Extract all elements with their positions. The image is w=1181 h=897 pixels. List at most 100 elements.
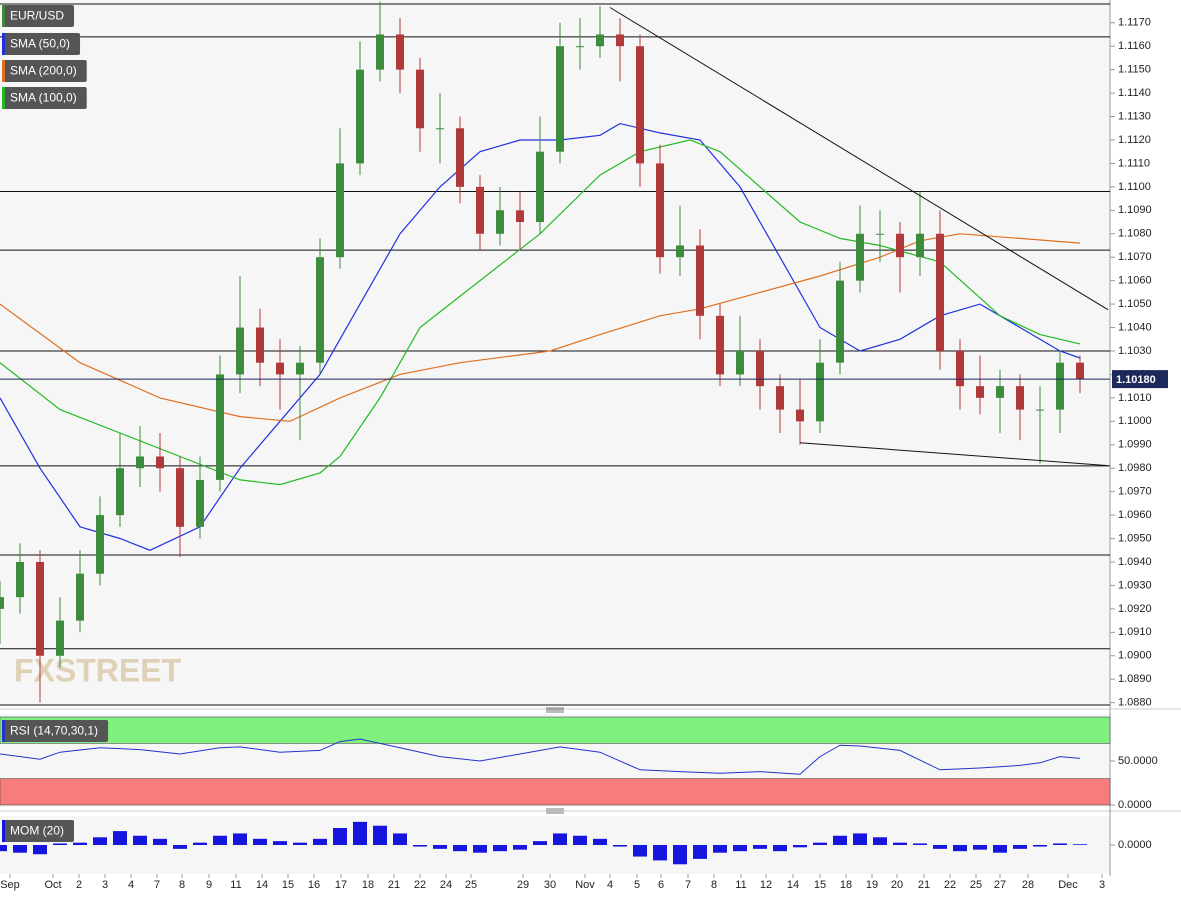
rsi-zone bbox=[0, 716, 1111, 744]
candle-body bbox=[616, 34, 624, 47]
candle-body bbox=[456, 128, 464, 187]
x-tick-label: 30 bbox=[544, 879, 556, 891]
y-tick-label: 1.1080 bbox=[1118, 228, 1152, 240]
mom-bar bbox=[453, 845, 467, 852]
y-tick-label: 1.1140 bbox=[1118, 87, 1151, 99]
legend-box bbox=[2, 820, 74, 842]
candle-body bbox=[316, 257, 324, 363]
mom-bar bbox=[813, 842, 827, 845]
mom-bar bbox=[533, 841, 547, 845]
resize-handle[interactable] bbox=[546, 808, 564, 814]
candle-body bbox=[76, 573, 84, 621]
candle-body bbox=[676, 245, 684, 258]
x-tick-label: 29 bbox=[517, 879, 529, 891]
mom-bar bbox=[873, 837, 887, 845]
sma-line bbox=[0, 139, 1081, 486]
legend-swatch bbox=[2, 87, 5, 109]
legend-label: SMA (100,0) bbox=[10, 91, 77, 105]
x-tick-label: 15 bbox=[282, 879, 294, 891]
x-tick-label: 6 bbox=[658, 879, 664, 891]
y-tick-label: 1.0880 bbox=[1118, 697, 1152, 709]
candle-body bbox=[256, 327, 264, 363]
price-panel-bg bbox=[0, 0, 1110, 706]
legend-box bbox=[2, 60, 87, 82]
mom-bar bbox=[1073, 844, 1087, 845]
x-tick-label: 3 bbox=[1099, 879, 1105, 891]
resize-handle[interactable] bbox=[546, 707, 564, 713]
mom-bar bbox=[633, 845, 647, 857]
mom-bar bbox=[713, 845, 727, 853]
candle-body bbox=[156, 456, 164, 469]
candle-body bbox=[416, 69, 424, 129]
x-tick-label: 4 bbox=[128, 879, 134, 891]
mom-bar bbox=[193, 842, 207, 845]
candle-body bbox=[396, 34, 404, 70]
x-tick-label: 5 bbox=[634, 879, 640, 891]
mom-bar bbox=[33, 845, 47, 855]
mom-bar bbox=[393, 833, 407, 845]
x-tick-label: 14 bbox=[256, 879, 268, 891]
mom-bar bbox=[593, 838, 607, 845]
mom-bar bbox=[313, 838, 327, 845]
candle-body bbox=[516, 210, 524, 223]
mom-bar bbox=[233, 833, 247, 845]
mom-bar bbox=[793, 845, 807, 848]
y-tick-label: 1.1090 bbox=[1118, 204, 1152, 216]
mom-bar bbox=[333, 828, 347, 845]
mom-bar bbox=[693, 845, 707, 859]
legend-box bbox=[2, 720, 109, 742]
x-tick-label: 14 bbox=[787, 879, 799, 891]
mom-bar bbox=[833, 835, 847, 845]
candle-body bbox=[736, 350, 744, 375]
mom-bar bbox=[53, 843, 67, 845]
candle-body bbox=[876, 233, 884, 235]
y-tick-label: 1.1160 bbox=[1118, 40, 1151, 52]
y-tick-label: 1.0960 bbox=[1118, 509, 1152, 521]
mom-bar bbox=[1013, 845, 1027, 849]
last-price-label: 1.10180 bbox=[1116, 374, 1156, 386]
x-tick-label: Dec bbox=[1058, 879, 1078, 891]
candle-body bbox=[296, 362, 304, 375]
y-tick-label: 1.0920 bbox=[1118, 603, 1152, 615]
x-tick-label: 16 bbox=[308, 879, 320, 891]
mom-bar bbox=[373, 825, 387, 845]
candle-body bbox=[856, 233, 864, 281]
x-tick-label: 17 bbox=[335, 879, 347, 891]
x-tick-label: 11 bbox=[735, 879, 746, 891]
candle-body bbox=[636, 46, 644, 164]
x-tick-label: 18 bbox=[362, 879, 374, 891]
y-tick-label: 1.0890 bbox=[1118, 673, 1152, 685]
candle-body bbox=[996, 386, 1004, 398]
mom-bar bbox=[1033, 845, 1047, 847]
mom-bar bbox=[413, 845, 427, 847]
candle-body bbox=[176, 468, 184, 527]
x-tick-label: 7 bbox=[685, 879, 691, 891]
x-tick-label: 8 bbox=[179, 879, 185, 891]
y-tick-label: 1.1030 bbox=[1118, 345, 1152, 357]
mom-bar bbox=[213, 835, 227, 845]
mom-bar bbox=[473, 845, 487, 853]
mom-bar bbox=[993, 845, 1007, 853]
x-tick-label: 2 bbox=[76, 879, 82, 891]
candle-body bbox=[916, 233, 924, 258]
mom-bar bbox=[93, 837, 107, 845]
candle-body bbox=[956, 350, 964, 387]
x-tick-label: 24 bbox=[440, 879, 452, 891]
legend-box bbox=[2, 87, 87, 109]
x-tick-label: 22 bbox=[944, 879, 956, 891]
candle-body bbox=[356, 69, 364, 164]
candle-body bbox=[216, 374, 224, 480]
mom-bar bbox=[953, 845, 967, 852]
legend-swatch bbox=[2, 60, 5, 82]
y-tick-label: 1.1170 bbox=[1118, 17, 1151, 29]
y-tick-label: 1.1040 bbox=[1118, 321, 1152, 333]
mom-bar bbox=[353, 821, 367, 845]
candle-body bbox=[656, 163, 664, 258]
candle-body bbox=[116, 468, 124, 516]
legend-label: SMA (200,0) bbox=[10, 64, 77, 78]
x-tick-label: 8 bbox=[711, 879, 717, 891]
x-tick-label: 4 bbox=[607, 879, 613, 891]
y-tick-label: 0.0000 bbox=[1118, 839, 1152, 851]
x-tick-label: 27 bbox=[994, 879, 1006, 891]
